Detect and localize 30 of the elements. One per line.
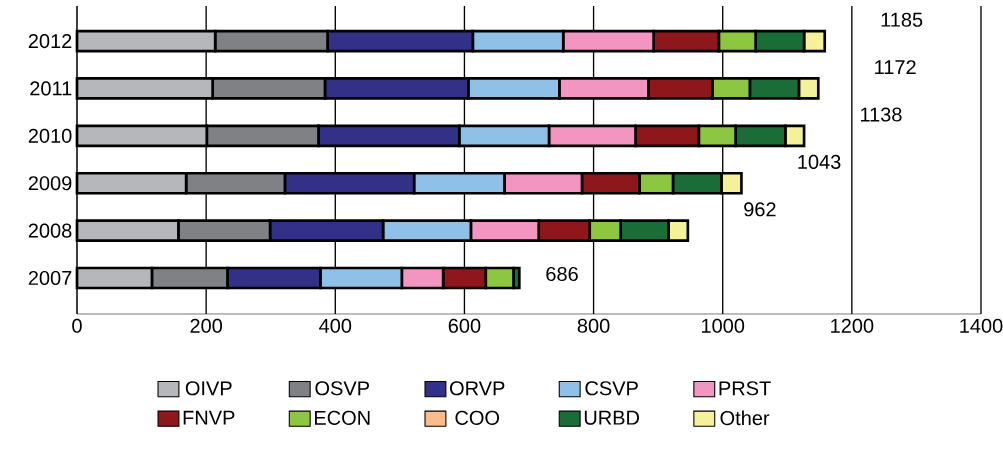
y-tick-label: 2011 <box>30 81 72 96</box>
x-tick-label: 1200 <box>831 318 874 333</box>
annotation: 1043 <box>798 154 841 169</box>
legend-label: OSVP <box>315 381 369 396</box>
x-tick-label: 800 <box>577 318 610 333</box>
legend-label: Other <box>720 410 770 426</box>
x-tick-label: 400 <box>319 318 352 333</box>
legend-label: FNVP <box>183 410 235 425</box>
legend-label: ORVP <box>450 381 505 396</box>
y-tick-label: 2010 <box>28 128 72 143</box>
legend-label: ECON <box>315 410 370 425</box>
legend-label: PRST <box>719 381 771 396</box>
x-tick-label: 200 <box>190 318 223 333</box>
legend-label: OIVP <box>185 381 232 396</box>
annotation: 686 <box>546 266 578 282</box>
y-tick-label: 2008 <box>28 223 72 238</box>
x-tick-label: 1400 <box>960 318 1003 333</box>
legend-label: URBD <box>584 410 640 425</box>
x-tick-label: 1000 <box>702 318 745 333</box>
x-tick-label: 0 <box>72 318 82 333</box>
annotation: 1185 <box>881 12 923 27</box>
y-tick-label: 2009 <box>28 176 72 191</box>
x-tick-label: 600 <box>448 318 481 333</box>
annotation: 1172 <box>875 60 916 75</box>
legend-label: CSVP <box>585 381 638 396</box>
legend-label: COO <box>455 410 500 425</box>
annotation: 962 <box>744 202 776 217</box>
annotation: 1138 <box>860 107 902 122</box>
y-tick-label: 2007 <box>28 270 72 286</box>
y-tick-label: 2012 <box>28 33 72 49</box>
